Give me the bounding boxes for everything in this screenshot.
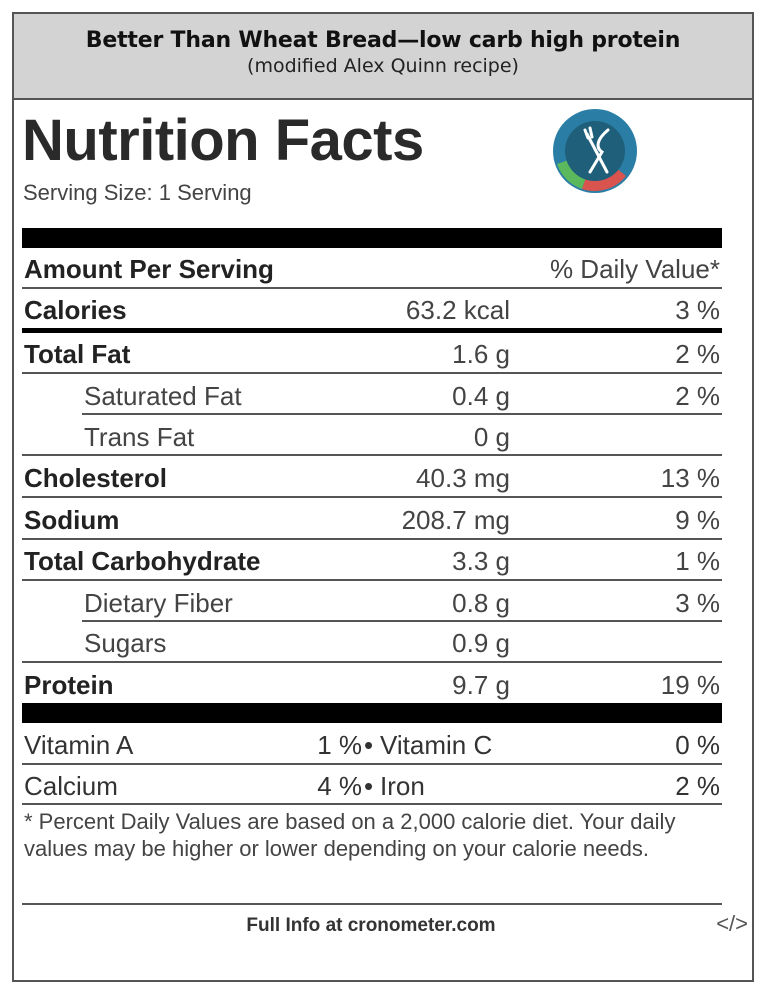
- amount-per-serving-label: Amount Per Serving: [24, 254, 274, 284]
- nutrient-row-total-fat: Total Fat 1.6 g 2 %: [22, 333, 722, 373]
- nutrient-row-trans-fat: Trans Fat 0 g: [22, 416, 722, 456]
- nutrient-name: Protein: [24, 670, 114, 700]
- nutrient-name: Dietary Fiber: [84, 588, 233, 618]
- nutrient-row-calories: Calories 63.2 kcal 3 %: [22, 289, 722, 329]
- nutrient-name: Cholesterol: [24, 463, 168, 493]
- divider: [22, 496, 722, 498]
- vitamin-name: Vitamin A: [24, 730, 134, 760]
- nutrient-daily-value: 1 %: [675, 546, 720, 576]
- embed-code-icon[interactable]: </>: [716, 911, 748, 936]
- bullet-separator: •: [364, 771, 374, 801]
- divider: [22, 538, 722, 540]
- nutrient-daily-value: 13 %: [660, 463, 720, 493]
- vitamin-percent: 0 %: [675, 730, 720, 760]
- thick-divider-bottom: [22, 703, 722, 723]
- daily-value-footnote: * Percent Daily Values are based on a 2,…: [24, 809, 676, 861]
- vitamin-percent: 2 %: [675, 771, 720, 801]
- divider: [22, 454, 722, 456]
- nutrient-amount: 40.3 mg: [416, 463, 510, 493]
- vitamin-percent: 1 %: [317, 730, 362, 760]
- nutrient-amount: 0.9 g: [452, 628, 510, 658]
- nutrient-amount: 63.2 kcal: [405, 295, 510, 325]
- nutrient-daily-value: 3 %: [675, 295, 720, 325]
- nutrient-daily-value: 9 %: [675, 505, 720, 535]
- recipe-header: Better Than Wheat Bread—low carb high pr…: [14, 14, 752, 100]
- nutrient-row-sugars: Sugars 0.9 g: [22, 622, 722, 662]
- nutrient-amount: 0.4 g: [452, 381, 510, 411]
- nutrient-row-saturated-fat: Saturated Fat 0.4 g 2 %: [22, 375, 722, 415]
- nutrient-row-cholesterol: Cholesterol 40.3 mg 13 %: [22, 457, 722, 497]
- nutrient-row-sodium: Sodium 208.7 mg 9 %: [22, 499, 722, 539]
- nutrient-row-total-carbohydrate: Total Carbohydrate 3.3 g 1 %: [22, 540, 722, 580]
- nutrient-amount: 3.3 g: [452, 546, 510, 576]
- nutrition-facts-title: Nutrition Facts: [22, 108, 424, 173]
- nutrient-name: Saturated Fat: [84, 381, 242, 411]
- nutrient-name: Sugars: [84, 628, 167, 658]
- divider: [22, 287, 722, 289]
- divider: [22, 579, 722, 581]
- vitamin-row-1: Vitamin A 1 % • Vitamin C 0 %: [22, 724, 722, 764]
- nutrient-amount: 9.7 g: [452, 670, 510, 700]
- divider: [82, 620, 722, 622]
- thick-divider-top: [22, 228, 722, 248]
- footer-divider: [22, 903, 722, 905]
- nutrient-name: Total Carbohydrate: [24, 546, 261, 576]
- vitamin-name: Vitamin C: [380, 730, 493, 760]
- divider: [22, 372, 722, 374]
- daily-value-header: % Daily Value*: [549, 254, 720, 284]
- nutrient-daily-value: 3 %: [675, 588, 720, 618]
- bullet-separator: •: [364, 730, 374, 760]
- recipe-title: Better Than Wheat Bread—low carb high pr…: [85, 28, 681, 53]
- nutrient-amount: 208.7 mg: [401, 505, 510, 535]
- recipe-subtitle: (modified Alex Quinn recipe): [247, 55, 519, 77]
- vitamin-row-2: Calcium 4 % • Iron 2 %: [22, 765, 722, 805]
- nutrient-amount: 0 g: [473, 422, 510, 452]
- nutrient-daily-value: 19 %: [660, 670, 720, 700]
- full-info-link[interactable]: Full Info at cronometer.com: [246, 915, 496, 936]
- nutrient-amount: 1.6 g: [452, 339, 510, 369]
- divider: [22, 661, 722, 663]
- divider: [22, 803, 722, 805]
- nutrient-amount: 0.8 g: [452, 588, 510, 618]
- nutrient-name: Calories: [24, 295, 127, 325]
- vitamin-name: Calcium: [24, 771, 118, 801]
- nutrient-name: Trans Fat: [84, 422, 195, 452]
- divider: [22, 763, 722, 765]
- nutrient-row-dietary-fiber: Dietary Fiber 0.8 g 3 %: [22, 582, 722, 622]
- nutrient-daily-value: 2 %: [675, 339, 720, 369]
- cronometer-logo-icon: [553, 109, 637, 193]
- nutrient-row-protein: Protein 9.7 g 19 %: [22, 664, 722, 704]
- vitamin-percent: 4 %: [317, 771, 362, 801]
- nutrient-name: Sodium: [24, 505, 120, 535]
- nutrient-name: Total Fat: [24, 339, 131, 369]
- nutrient-daily-value: 2 %: [675, 381, 720, 411]
- medium-divider: [22, 328, 722, 333]
- amount-per-serving-row: Amount Per Serving % Daily Value*: [22, 248, 722, 288]
- serving-size: Serving Size: 1 Serving: [23, 180, 252, 205]
- vitamin-name: Iron: [380, 771, 425, 801]
- divider: [82, 413, 722, 415]
